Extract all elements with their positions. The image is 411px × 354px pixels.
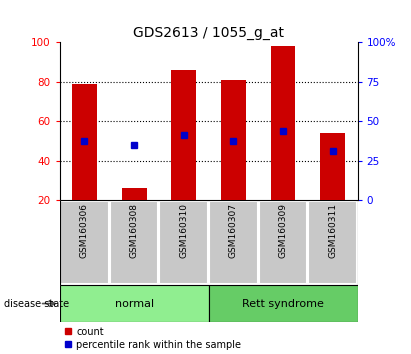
Text: Rett syndrome: Rett syndrome [242, 298, 324, 309]
Bar [209, 201, 258, 284]
Text: GSM160309: GSM160309 [279, 202, 288, 258]
Bar [60, 285, 209, 322]
Bar [320, 133, 345, 200]
Text: GSM160308: GSM160308 [129, 202, 139, 258]
Text: normal: normal [115, 298, 154, 309]
Text: disease state: disease state [4, 298, 69, 309]
Bar [171, 70, 196, 200]
Bar [271, 46, 296, 200]
Bar [221, 80, 246, 200]
Text: GSM160307: GSM160307 [229, 202, 238, 258]
Bar [308, 201, 357, 284]
Text: GSM160311: GSM160311 [328, 202, 337, 258]
Bar [60, 201, 109, 284]
Text: GSM160306: GSM160306 [80, 202, 89, 258]
Bar [259, 201, 307, 284]
Legend: count, percentile rank within the sample: count, percentile rank within the sample [65, 327, 241, 350]
Title: GDS2613 / 1055_g_at: GDS2613 / 1055_g_at [133, 26, 284, 40]
Bar [122, 188, 146, 200]
Bar [110, 201, 158, 284]
Bar [72, 84, 97, 200]
Bar [208, 285, 358, 322]
Text: GSM160310: GSM160310 [179, 202, 188, 258]
Bar [159, 201, 208, 284]
